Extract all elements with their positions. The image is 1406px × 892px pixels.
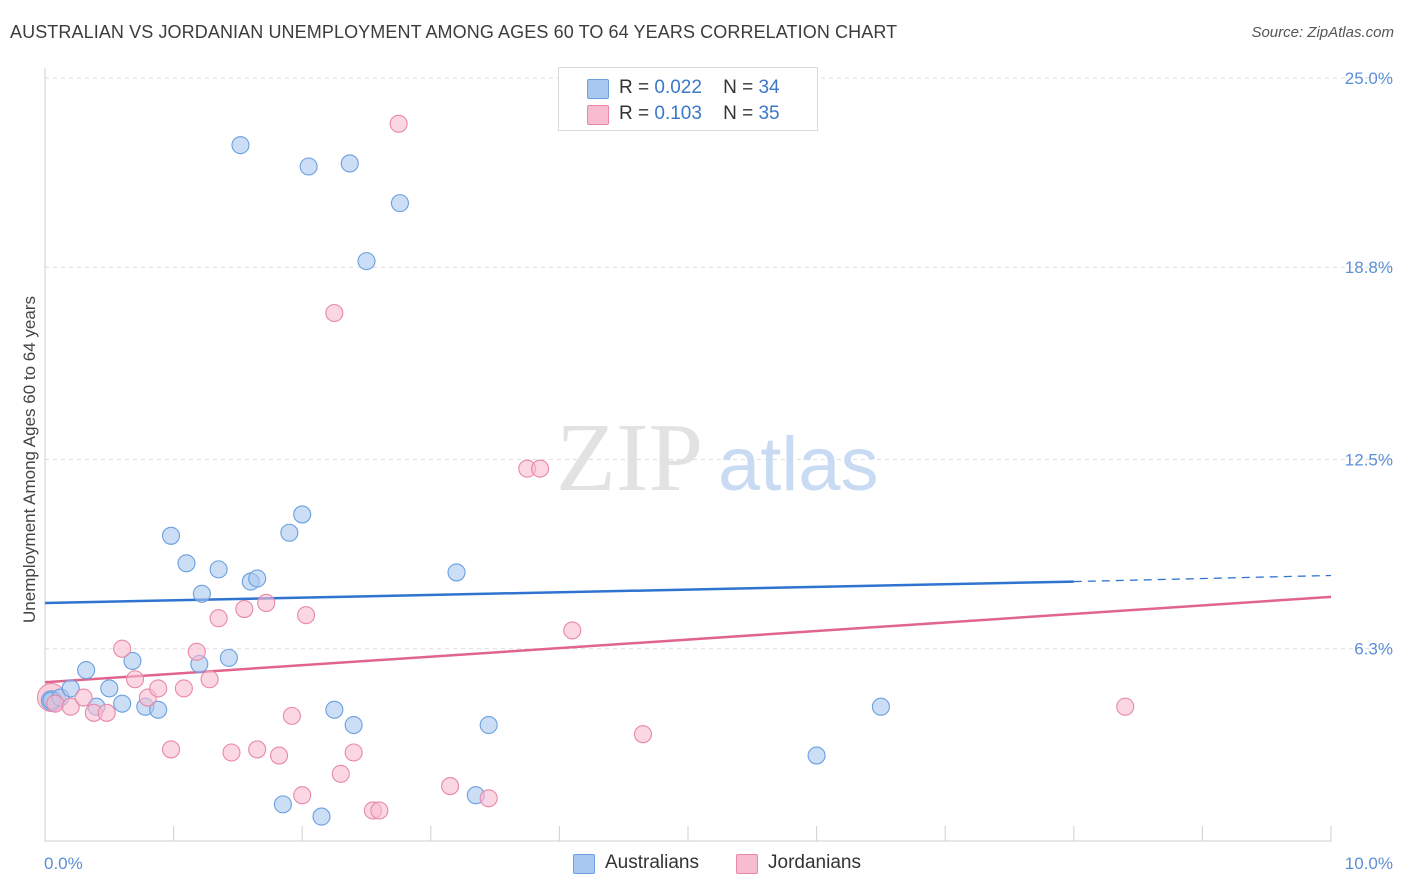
- jordanians-point: [441, 777, 460, 796]
- australians-point: [479, 715, 498, 735]
- stats-legend: R = 0.022 N = 34 R = 0.103 N = 35: [558, 67, 818, 131]
- jordanians-point: [61, 697, 80, 716]
- jordanians-point: [97, 703, 116, 722]
- australians-point: [192, 584, 211, 603]
- australians-point: [340, 154, 359, 173]
- australians-trend-line: [44, 580, 1074, 605]
- legend-r-label: R =: [619, 77, 650, 98]
- jordanians-point: [74, 688, 93, 707]
- jordanians-point: [633, 725, 653, 744]
- jordanians-point: [1116, 697, 1135, 716]
- trend-lines: [44, 574, 1332, 684]
- jordanians-point: [389, 114, 408, 133]
- x-tick-label: 0.0%: [44, 854, 83, 873]
- jordanians-point: [331, 764, 350, 783]
- australians-point: [161, 526, 181, 545]
- australians-point: [219, 648, 238, 667]
- jordanians-point: [282, 706, 301, 725]
- australians-point: [209, 560, 228, 579]
- jordanians-point: [531, 459, 550, 478]
- jordanians-point: [209, 609, 228, 628]
- jordanians-point: [297, 606, 316, 625]
- legend-label-australians: Australians: [605, 852, 699, 873]
- watermark: ZIP atlas: [556, 404, 879, 512]
- australians-point: [299, 157, 318, 176]
- legend-label-jordanians: Jordanians: [768, 852, 861, 873]
- legend-n-label: N =: [723, 103, 754, 124]
- australians-point: [871, 697, 890, 716]
- y-tick-label: 25.0%: [1345, 69, 1393, 88]
- jordanians-point: [257, 593, 276, 612]
- legend-r-label: R =: [619, 103, 650, 124]
- y-tick-label: 18.8%: [1345, 258, 1393, 277]
- scatter-points: [36, 114, 1135, 826]
- australians-point: [390, 194, 409, 213]
- jordanians-point: [344, 743, 363, 762]
- jordanians-point: [235, 599, 254, 619]
- australians-point: [312, 807, 331, 826]
- jordanians-point: [187, 642, 206, 661]
- axes: [44, 68, 1332, 842]
- legend-swatch-australians: [573, 854, 595, 874]
- legend-swatch-jordanians: [736, 854, 758, 874]
- watermark-zip: ZIP: [556, 404, 703, 512]
- jordanians-point: [200, 670, 219, 689]
- jordanians-point: [293, 786, 312, 805]
- legend-swatch-australians: [587, 79, 609, 99]
- axis-labels: 6.3% 12.5% 18.8% 25.0% 0.0% 10.0% Unemployment…: [20, 69, 1393, 873]
- jordanians-point: [113, 639, 132, 658]
- australians-point: [149, 700, 168, 719]
- australians-point: [447, 563, 466, 582]
- australians-point: [280, 523, 299, 542]
- australians-point: [293, 505, 312, 524]
- y-tick-label: 12.5%: [1345, 451, 1393, 470]
- australians-point: [61, 679, 80, 698]
- australians-point: [113, 694, 132, 713]
- legend-n-value: 34: [758, 77, 780, 98]
- jordanians-point: [149, 679, 168, 698]
- jordanians-point: [370, 801, 389, 820]
- jordanians-point: [46, 694, 65, 713]
- australians-point: [231, 136, 250, 155]
- australians-point: [77, 661, 96, 680]
- australians-point: [344, 715, 363, 735]
- jordanians-trend-line: [44, 595, 1332, 684]
- source-label: Source: ZipAtlas.com: [1251, 24, 1394, 41]
- legend-r-value: 0.103: [654, 103, 702, 124]
- australians-point: [100, 679, 119, 698]
- legend-n-label: N =: [723, 77, 754, 98]
- jordanians-point: [248, 740, 267, 759]
- jordanians-point: [270, 746, 289, 765]
- jordanians-point: [174, 679, 193, 698]
- legend-swatch-jordanians: [587, 105, 609, 125]
- x-tick-label: 10.0%: [1345, 854, 1393, 873]
- grid-lines: [45, 77, 1392, 650]
- australians-point: [177, 554, 196, 573]
- australians-point: [325, 700, 344, 719]
- watermark-atlas: atlas: [718, 422, 879, 507]
- jordanians-point: [325, 303, 344, 323]
- jordanians-point: [222, 743, 241, 762]
- jordanians-point: [161, 740, 181, 759]
- jordanians-point: [125, 670, 145, 689]
- australians-point: [273, 795, 292, 814]
- australians-point: [123, 651, 142, 670]
- australians-point: [357, 252, 376, 271]
- chart-title: AUSTRALIAN VS JORDANIAN UNEMPLOYMENT AMO…: [10, 22, 898, 42]
- australians-trend-extension: [1073, 574, 1332, 583]
- jordanians-point: [479, 789, 498, 808]
- legend-r-value: 0.022: [654, 77, 702, 98]
- y-tick-label: 6.3%: [1354, 640, 1393, 659]
- legend-n-value: 35: [758, 103, 780, 124]
- australians-point: [807, 746, 826, 765]
- australians-point: [248, 569, 267, 588]
- jordanians-point: [563, 621, 582, 640]
- y-axis-title: Unemployment Among Ages 60 to 64 years: [20, 296, 39, 623]
